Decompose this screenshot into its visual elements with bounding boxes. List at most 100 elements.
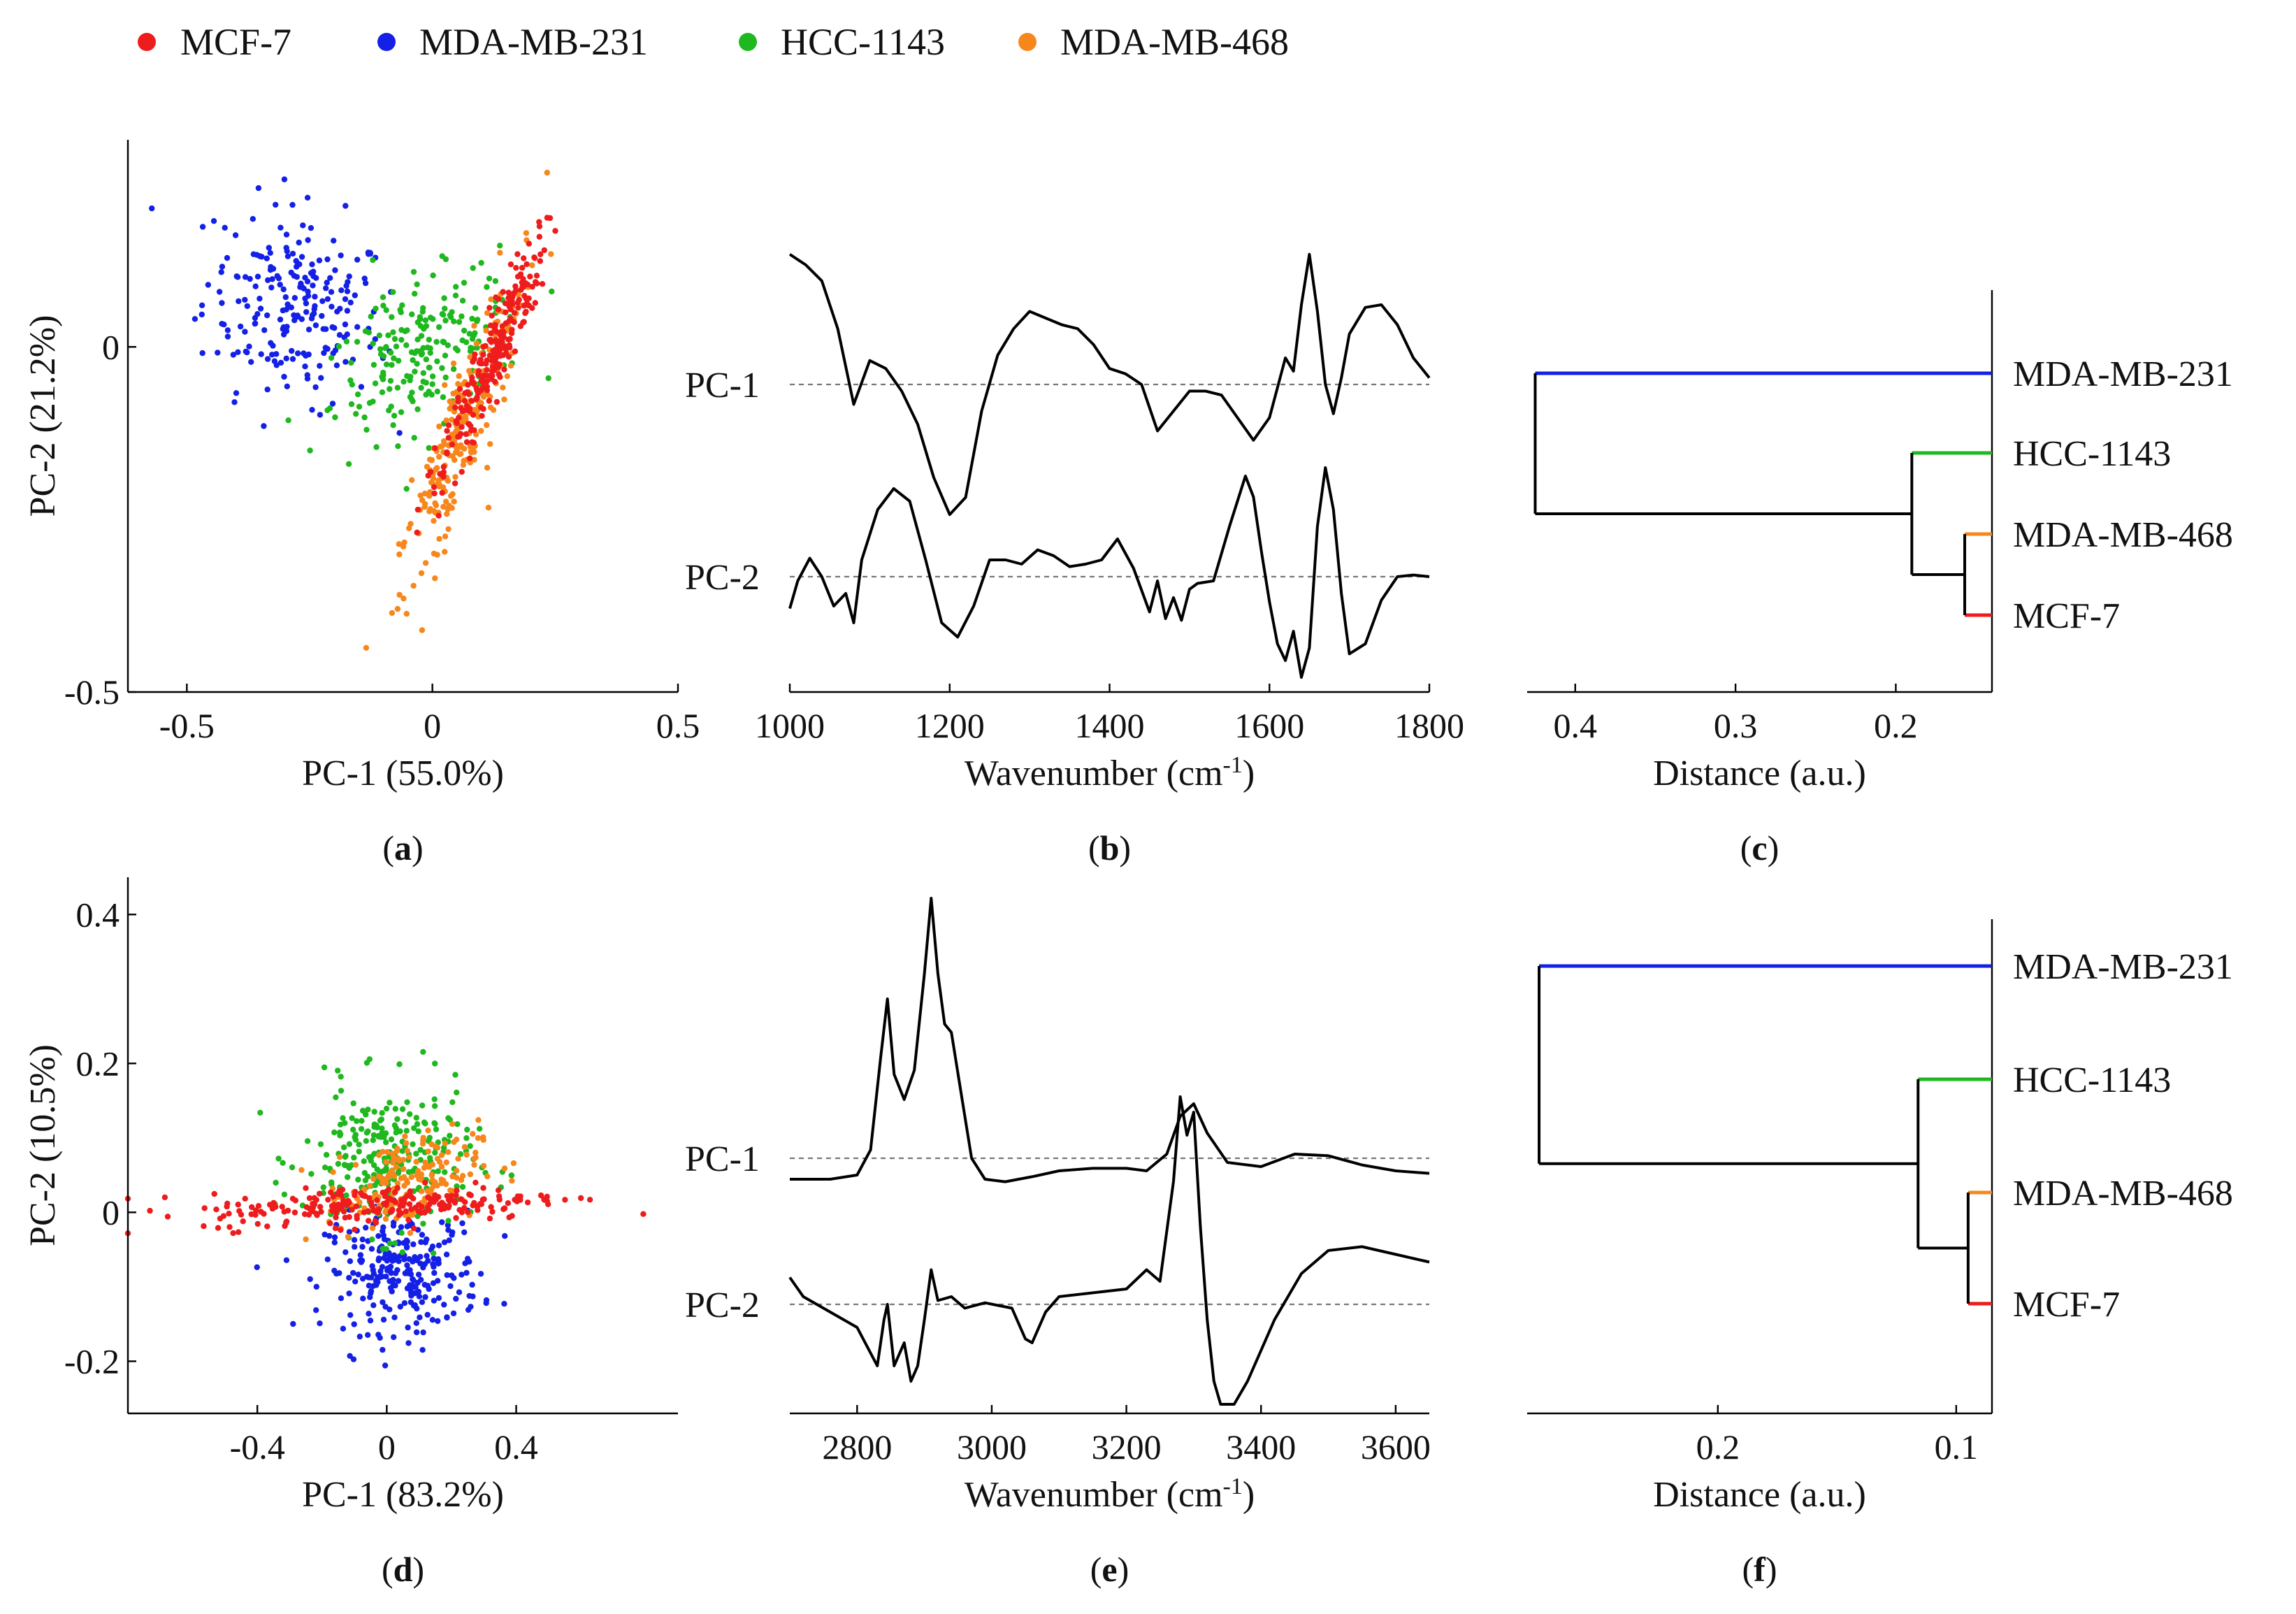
scatter-point [453,1192,459,1199]
scatter-point [422,1294,428,1300]
scatter-point [354,1118,360,1125]
scatter-point [407,1111,413,1118]
scatter-point [461,280,468,286]
scatter-point [387,1263,394,1270]
scatter-point [425,473,431,479]
scatter-point [420,1329,426,1336]
scatter-point [340,1144,347,1151]
scatter-point [301,285,307,291]
scatter-point [317,1204,324,1210]
x-tick-label: 0.2 [1696,1427,1740,1467]
scatter-point [331,1234,338,1241]
scatter-point [336,1270,342,1276]
scatter-point [444,1314,450,1320]
scatter-point [324,280,330,286]
scatter-point [237,323,244,330]
scatter-point [382,1216,389,1223]
scatter-point [380,294,387,301]
scatter-point [396,591,403,598]
scatter-point [198,302,205,308]
scatter-point [368,1199,375,1206]
scatter-point [379,1125,385,1132]
scatter-point [323,1151,330,1158]
scatter-point [397,1304,403,1310]
scatter-point [410,1225,417,1232]
scatter-point [304,1138,311,1144]
scatter-point [346,1141,353,1147]
scatter-point [355,1176,361,1183]
scatter-point [480,352,486,358]
scatter-point [376,332,383,338]
x-tick-label: 0.1 [1935,1427,1979,1467]
scatter-point [427,350,433,356]
scatter-point [267,250,273,256]
scatter-point [435,1295,442,1302]
scatter-point [489,376,495,382]
scatter-point [395,357,402,364]
scatter-point [548,251,554,257]
scatter-point [447,1132,453,1139]
scatter-point [509,326,515,333]
scatter-point [312,294,318,300]
scatter-point [327,275,333,281]
scatter-point [201,1205,208,1211]
scatter-point [489,368,496,375]
scatter-point [365,1128,371,1134]
scatter-point [431,490,438,497]
scatter-point [492,278,499,284]
scatter-point [512,348,519,354]
scatter-point [372,380,379,387]
scatter-point [306,1195,313,1202]
scatter-point [340,1325,347,1332]
scatter-point [478,428,484,434]
scatter-point [412,1290,418,1297]
scatter-point [432,1121,438,1127]
scatter-point [443,417,449,424]
scatter-point [514,299,521,306]
scatter-point [347,299,354,305]
scatter-point [500,384,506,391]
scatter-point [338,287,345,294]
scatter-point [401,1300,408,1306]
scatter-point [390,329,396,336]
scatter-point [486,275,493,282]
scatter-point [463,416,469,422]
scatter-point [470,412,477,418]
scatter-point [444,1272,450,1278]
scatter-point [415,1128,421,1134]
scatter-point [481,377,487,384]
scatter-point [412,1254,418,1260]
scatter-point [279,1204,285,1210]
scatter-point [422,560,429,566]
scatter-point [470,380,477,387]
scatter-point [280,1160,286,1166]
scatter-point [383,344,389,350]
scatter-point [469,439,475,445]
scatter-point [377,1117,384,1124]
scatter-point [431,1255,437,1262]
x-tick-label: 1400 [1075,706,1145,745]
scatter-point [417,314,423,320]
scatter-point [440,438,447,445]
scatter-point [545,375,551,382]
scatter-point [210,218,217,224]
scatter-point [470,265,476,271]
scatter-point [522,280,529,287]
scatter-point [452,480,459,487]
scatter-point [391,336,398,343]
scatter-point [289,1195,296,1202]
scatter-point [431,484,438,491]
scatter-point [431,1269,438,1276]
scatter-point [497,243,503,249]
scatter-point [428,457,435,463]
x-axis-label-e: Wavenumber (cm-1) [965,1474,1255,1515]
scatter-point [246,343,252,350]
scatter-point [338,1227,344,1233]
scatter-point [426,364,432,370]
scatter-point [302,363,308,370]
scatter-point [389,610,396,617]
x-tick-label: 0.3 [1714,706,1758,745]
scatter-point [426,1134,433,1141]
scatter-point [514,1198,520,1204]
scatter-point [545,1201,551,1208]
